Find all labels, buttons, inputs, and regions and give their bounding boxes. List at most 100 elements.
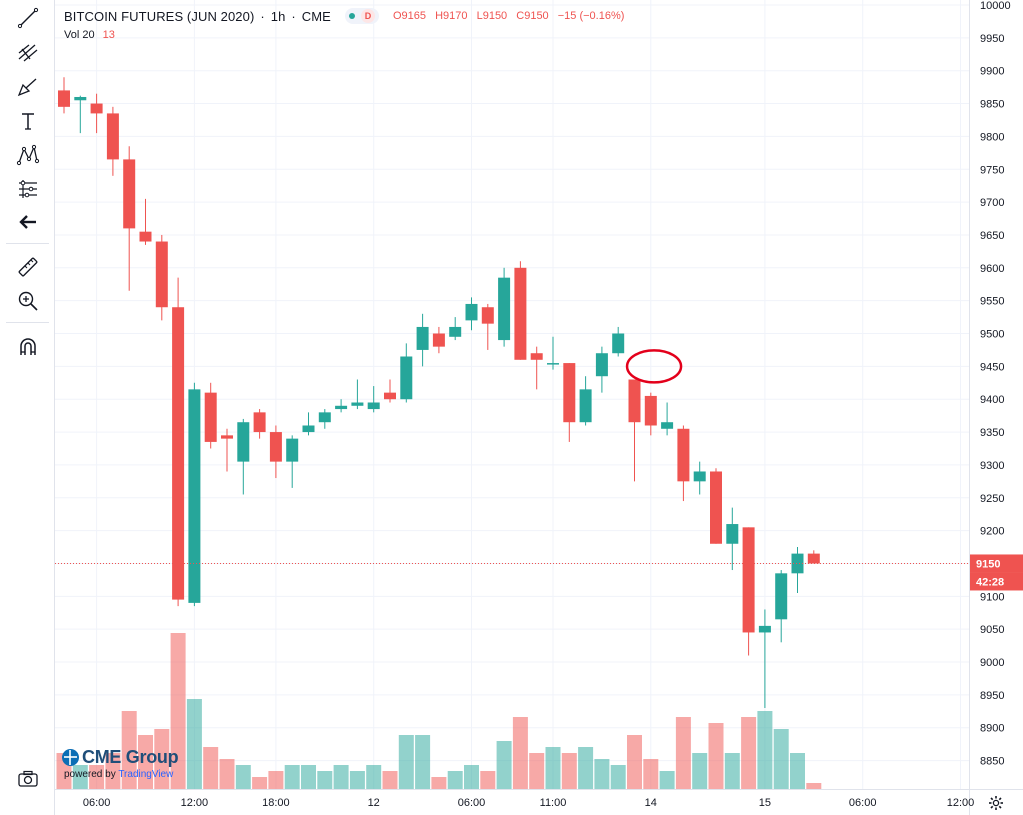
- pattern-tool[interactable]: [8, 140, 48, 170]
- candle-body: [514, 267, 527, 360]
- open-value: 9165: [401, 10, 427, 22]
- cme-logo: CME Group: [62, 747, 222, 768]
- candle-body: [693, 471, 706, 482]
- volume-bar: [692, 753, 708, 789]
- volume-bar: [545, 747, 561, 789]
- volume-bar: [89, 765, 105, 789]
- legend-separator: ·: [260, 8, 265, 24]
- candle-body: [530, 353, 543, 360]
- volume-bar: [610, 765, 626, 789]
- volume-bar: [154, 729, 170, 789]
- candle-body: [644, 395, 657, 426]
- volume-bar: [627, 735, 642, 789]
- brush-tool[interactable]: [8, 72, 48, 102]
- back-arrow-icon: [19, 215, 36, 229]
- price-tick-label: 9950: [980, 33, 1004, 45]
- text-tool[interactable]: [8, 106, 48, 136]
- candle-body: [677, 428, 690, 482]
- trend-line-tool[interactable]: [8, 3, 48, 33]
- candle-body: [775, 573, 788, 620]
- candle-body: [172, 307, 185, 600]
- volume-value: 13: [102, 29, 115, 41]
- low-label: L: [476, 10, 483, 22]
- open-label: O: [392, 10, 402, 22]
- candle-body: [74, 96, 87, 101]
- magnet-tool[interactable]: [8, 332, 48, 362]
- candle-body: [367, 402, 380, 410]
- ruler-tool[interactable]: [8, 252, 48, 282]
- price-tick-label: 9900: [980, 66, 1004, 78]
- candle-body: [791, 553, 804, 574]
- chart-settings-button[interactable]: [969, 789, 1023, 815]
- volume-label[interactable]: Vol 20: [64, 29, 95, 41]
- brush-icon: [17, 78, 37, 97]
- candle-body: [432, 333, 445, 347]
- pattern-icon: [16, 144, 40, 166]
- low-value: 9150: [482, 10, 508, 22]
- volume-bar: [578, 747, 594, 789]
- candle-body: [253, 412, 266, 433]
- pitchfork-icon: [18, 44, 38, 62]
- time-tick-label: 06:00: [458, 797, 486, 809]
- candle-body: [221, 435, 233, 439]
- current-price-label: 9150: [976, 558, 1000, 570]
- candle-body: [58, 90, 70, 107]
- candle-body: [595, 353, 608, 377]
- volume-bar: [349, 771, 365, 789]
- volume-bar: [724, 753, 740, 789]
- price-tick-label: 9600: [980, 263, 1004, 275]
- magnet-icon: [20, 338, 36, 355]
- forecast-icon: [19, 180, 37, 198]
- current-price-badge: [970, 554, 1023, 573]
- screenshot-button[interactable]: [15, 768, 41, 790]
- candle-body: [449, 326, 462, 337]
- countdown-badge: [970, 572, 1023, 591]
- volume-bar: [382, 771, 398, 789]
- high-label: H: [435, 10, 444, 22]
- price-tick-label: 9100: [980, 591, 1004, 603]
- zoom-tool[interactable]: [8, 286, 48, 316]
- price-tick-label: 9300: [980, 460, 1004, 472]
- volume-bar: [447, 771, 463, 789]
- watermark: CME Group powered by TradingView: [62, 747, 222, 787]
- candle-body: [465, 303, 478, 321]
- candle-body: [155, 241, 168, 308]
- trend-line-icon: [17, 7, 39, 29]
- powered-by: powered by TradingView: [64, 769, 222, 780]
- pitchfork-tool[interactable]: [8, 37, 48, 67]
- time-tick-label: 14: [645, 797, 657, 809]
- volume-bar: [203, 747, 219, 789]
- candle-body: [661, 422, 674, 429]
- candle-body: [547, 363, 559, 365]
- price-tick-label: 8850: [980, 756, 1004, 768]
- time-tick-label: 12: [368, 797, 380, 809]
- volume-bar: [806, 783, 822, 789]
- candle-body: [498, 277, 511, 341]
- market-status-pill[interactable]: D: [344, 8, 379, 24]
- toolbar-divider: [6, 243, 49, 244]
- volume-bar: [333, 765, 349, 789]
- price-tick-label: 9250: [980, 493, 1004, 505]
- candle-body: [628, 379, 641, 423]
- forecast-tool[interactable]: [8, 174, 48, 204]
- interval-label[interactable]: 1h: [270, 8, 286, 24]
- camera-icon: [18, 770, 38, 787]
- ruler-icon: [18, 257, 38, 277]
- chart-area[interactable]: 8850 8900 8950 9000 9050 9100 9150 9200 9250 9300…: [55, 0, 1023, 815]
- candle-body: [286, 438, 299, 462]
- volume-bar: [317, 771, 333, 789]
- candle-body: [579, 389, 592, 423]
- drawing-toolbar: [0, 0, 55, 815]
- volume-bar: [659, 771, 675, 789]
- back-tool[interactable]: [8, 207, 48, 237]
- symbol-title[interactable]: BITCOIN FUTURES (JUN 2020): [64, 8, 255, 24]
- delayed-badge: D: [360, 9, 375, 23]
- volume-bar: [480, 771, 496, 789]
- candle-body: [384, 392, 396, 400]
- volume-bar: [398, 735, 414, 789]
- price-chart[interactable]: 8850 8900 8950 9000 9050 9100 9150 9200 9250 9300…: [55, 0, 1023, 815]
- volume-bar: [301, 765, 316, 789]
- volume-bar: [464, 765, 479, 789]
- candle-body: [351, 402, 364, 406]
- market-open-dot-icon: [348, 13, 355, 19]
